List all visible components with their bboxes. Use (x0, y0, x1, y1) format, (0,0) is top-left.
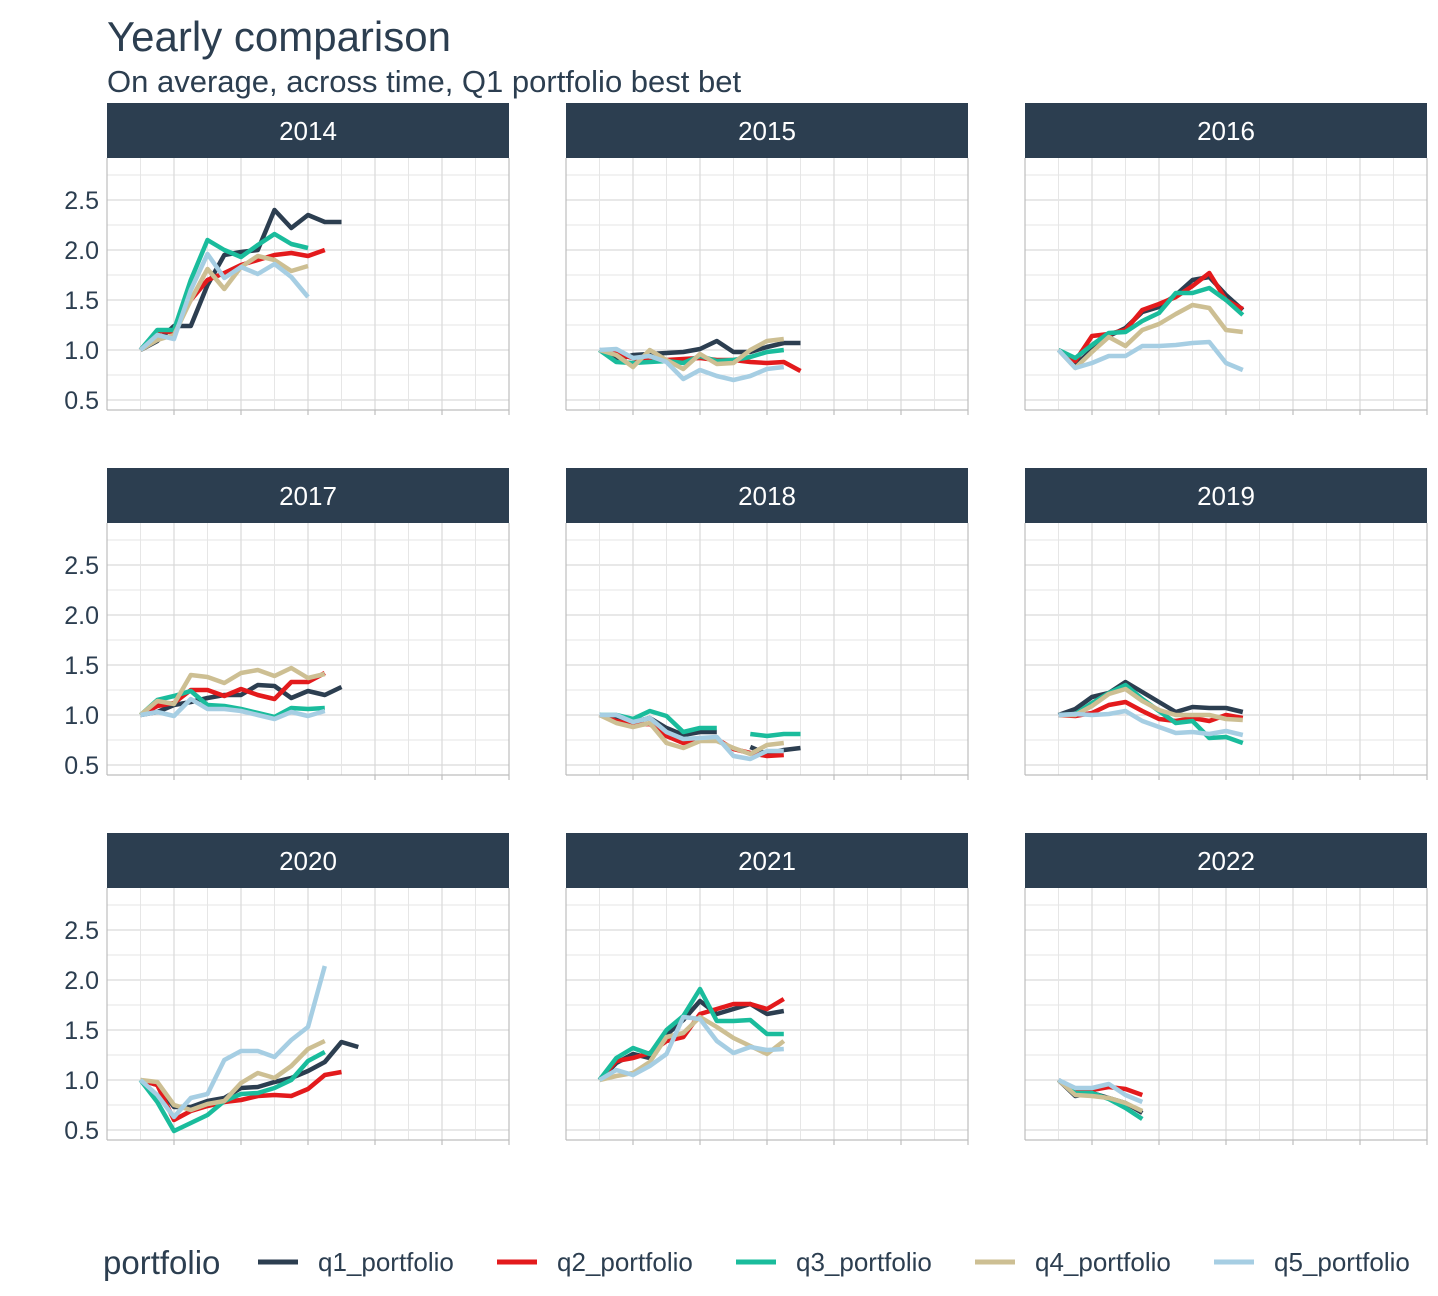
facet-strip-label: 2018 (738, 481, 796, 511)
y-tick-label: 1.0 (64, 1067, 99, 1095)
chart-subtitle: On average, across time, Q1 portfolio be… (107, 64, 741, 99)
facet-strip (1025, 103, 1427, 158)
y-tick-label: 2.5 (64, 187, 99, 215)
legend: portfolio q1_portfolio q2_portfolio q3_port… (103, 1244, 1410, 1281)
y-tick-label: 1.5 (64, 287, 99, 315)
facet-panel-2018: 2018 (565, 468, 969, 780)
facet-panel-2014: 2014 0.5 1.0 1.5 2.0 2.5 (64, 103, 510, 415)
facet-strip-label: 2016 (1197, 116, 1255, 146)
legend-entry-q2_portfolio: q2_portfolio (497, 1247, 693, 1277)
y-tick-label: 2.0 (64, 967, 99, 995)
facet-strip-label: 2015 (738, 116, 796, 146)
facet-panel-2021: 2021 (565, 833, 969, 1145)
facet-strip (107, 103, 509, 158)
y-tick-label: 0.5 (64, 752, 99, 780)
series-line-q3_portfolio (597, 986, 784, 1082)
series-line-q1_portfolio (598, 338, 801, 363)
facet-strip (566, 468, 968, 523)
series-line-q5_portfolio (1058, 708, 1244, 738)
legend-label: q5_portfolio (1274, 1247, 1410, 1277)
series-line-q3_portfolio (138, 1050, 326, 1134)
series-line-q5_portfolio (139, 965, 327, 1120)
series-line-q1_portfolio (597, 998, 785, 1082)
series-line-q3_portfolio (138, 231, 309, 352)
legend-entry-q3_portfolio: q3_portfolio (736, 1247, 932, 1277)
y-tick-label: 1.0 (64, 702, 99, 730)
series-line-q1_portfolio (1057, 679, 1244, 718)
series-line-q5_portfolio (598, 1014, 784, 1082)
series-line-q4_portfolio (1058, 686, 1243, 723)
y-tick-label: 2.0 (64, 602, 99, 630)
y-tick-label: 1.5 (64, 1017, 99, 1045)
series-line-q4_portfolio (140, 1038, 326, 1113)
facet-strip-label: 2020 (279, 846, 337, 876)
series-line-q4_portfolio (598, 336, 785, 372)
legend-label: q4_portfolio (1035, 1247, 1171, 1277)
series-line-q5_portfolio (599, 346, 785, 383)
series-line-q5_portfolio (1057, 1077, 1144, 1105)
legend-label: q2_portfolio (557, 1247, 693, 1277)
facet-strip (107, 833, 509, 888)
facet-strip-label: 2014 (279, 116, 337, 146)
series-line-q2_portfolio (139, 1069, 342, 1123)
facet-panel-2017: 2017 0.5 1.0 1.5 2.0 2.5 (64, 468, 510, 780)
legend-entry-q5_portfolio: q5_portfolio (1214, 1247, 1410, 1277)
legend-label: q3_portfolio (796, 1247, 932, 1277)
y-tick-label: 0.5 (64, 387, 99, 415)
legend-entry-q4_portfolio: q4_portfolio (975, 1247, 1171, 1277)
facet-strip-label: 2017 (279, 481, 337, 511)
series-line-q3_portfolio (139, 688, 325, 720)
facet-strip-label: 2019 (1197, 481, 1255, 511)
facet-panel-2020: 2020 0.5 1.0 1.5 2.0 2.5 (64, 833, 510, 1145)
legend-entry-q1_portfolio: q1_portfolio (258, 1247, 454, 1277)
facet-panels: 2014 0.5 1.0 1.5 2.0 2.5 2015 2016 2017 0.5 1.0 1.5… (64, 103, 1428, 1145)
series-line-q5_portfolio (140, 696, 326, 722)
facet-strip (1025, 468, 1427, 523)
legend-title: portfolio (103, 1244, 220, 1281)
series-line-q5_portfolio (1056, 339, 1244, 373)
facet-strip-label: 2022 (1197, 846, 1255, 876)
facet-strip (1025, 833, 1427, 888)
series-line-q5_portfolio (139, 251, 310, 352)
facet-panel-2015: 2015 (565, 103, 969, 415)
y-tick-label: 0.5 (64, 1117, 99, 1145)
facet-strip (566, 103, 968, 158)
series-line-q2_portfolio (1057, 270, 1244, 364)
chart-title: Yearly comparison (107, 13, 451, 60)
facet-panel-2016: 2016 (1024, 103, 1428, 415)
y-tick-label: 2.5 (64, 917, 99, 945)
series-line-q4_portfolio (1057, 1078, 1144, 1114)
legend-label: q1_portfolio (318, 1247, 454, 1277)
series-line-q4_portfolio (1056, 302, 1244, 371)
facet-panel-2019: 2019 (1024, 468, 1428, 780)
y-tick-label: 2.5 (64, 552, 99, 580)
series-line-q4_portfolio (598, 712, 785, 757)
facet-strip-label: 2021 (738, 846, 796, 876)
series-line-q4_portfolio (139, 665, 326, 717)
facet-strip (107, 468, 509, 523)
y-tick-label: 2.0 (64, 237, 99, 265)
y-tick-label: 1.5 (64, 652, 99, 680)
facet-panel-2022: 2022 (1024, 833, 1428, 1145)
series-line-q3_portfolio (1057, 285, 1245, 361)
series-line-q5_portfolio (599, 712, 784, 762)
facet-strip (566, 833, 968, 888)
y-tick-label: 1.0 (64, 337, 99, 365)
